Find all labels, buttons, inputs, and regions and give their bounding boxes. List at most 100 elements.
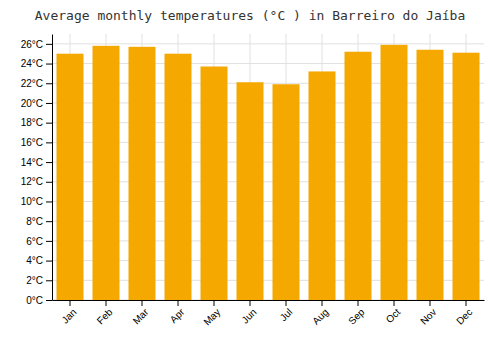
- x-tick-label: Jun: [239, 306, 258, 325]
- x-tick-label: Jan: [59, 306, 78, 325]
- x-tick-label: Apr: [168, 306, 187, 325]
- x-tick-label: Aug: [310, 306, 330, 326]
- y-tick-label: 4°C: [26, 255, 43, 266]
- y-tick-mark: [46, 64, 52, 65]
- y-tick-mark: [46, 201, 52, 202]
- y-tick-label: 8°C: [26, 216, 43, 227]
- x-tick-mark: [70, 300, 71, 306]
- x-tick: Apr: [168, 300, 187, 325]
- bar: [201, 67, 228, 300]
- y-tick-mark: [46, 221, 52, 222]
- x-tick-mark: [322, 300, 323, 306]
- x-tick-mark: [178, 300, 179, 306]
- y-tick-mark: [46, 280, 52, 281]
- y-tick: 24°C: [21, 58, 52, 69]
- y-tick-label: 14°C: [21, 157, 43, 168]
- y-tick-mark: [46, 142, 52, 143]
- y-tick-mark: [46, 300, 52, 301]
- x-tick-mark: [358, 300, 359, 306]
- x-tick: Sep: [346, 300, 367, 327]
- x-tick: Nov: [418, 300, 438, 327]
- bar: [93, 46, 120, 300]
- y-tick: 2°C: [26, 275, 52, 286]
- y-tick-label: 18°C: [21, 117, 43, 128]
- bar: [417, 50, 444, 300]
- grid-line-y: [52, 43, 484, 44]
- bar: [345, 52, 372, 300]
- bar: [381, 45, 408, 300]
- y-tick-mark: [46, 83, 52, 84]
- y-tick-mark: [46, 162, 52, 163]
- x-tick-label: Jul: [278, 306, 295, 323]
- x-tick-mark: [394, 300, 395, 306]
- x-tick-label: Feb: [95, 306, 115, 326]
- y-tick-mark: [46, 44, 52, 45]
- y-tick: 18°C: [21, 117, 52, 128]
- x-tick-mark: [250, 300, 251, 306]
- x-tick-label: Sep: [346, 306, 367, 327]
- bar: [309, 71, 336, 300]
- bar: [273, 84, 300, 300]
- title: Average monthly temperatures (°C ) in Ba…: [35, 8, 465, 23]
- y-tick-label: 0°C: [26, 295, 43, 306]
- grid: [52, 34, 484, 300]
- y-axis: 0°C 2°C 4°C 6°C 8°C 10°C 12°C 14°C 16°C 18°C 20°C 2…: [21, 35, 53, 306]
- x-tick: Jan: [59, 300, 78, 326]
- y-tick-label: 6°C: [26, 236, 43, 247]
- y-tick-label: 20°C: [21, 98, 43, 109]
- x-tick: Oct: [384, 300, 403, 325]
- y-tick-label: 16°C: [21, 137, 43, 148]
- x-tick-mark: [214, 300, 215, 306]
- bars: [57, 45, 480, 300]
- chart: Average monthly temperatures (°C ) in Ba…: [0, 0, 500, 350]
- x-tick: Jul: [278, 300, 295, 323]
- y-tick: 22°C: [21, 78, 52, 89]
- x-tick-label: Dec: [454, 306, 474, 326]
- x-axis-line: [53, 300, 485, 301]
- x-tick-mark: [286, 300, 287, 306]
- x-tick: Jun: [239, 300, 258, 326]
- y-tick: 12°C: [21, 176, 52, 187]
- y-tick-label: 12°C: [21, 176, 43, 187]
- x-tick-mark: [142, 300, 143, 306]
- x-tick: Mar: [131, 300, 151, 326]
- y-tick-label: 26°C: [21, 39, 43, 50]
- x-tick: Aug: [310, 300, 330, 327]
- y-tick: 20°C: [21, 98, 52, 109]
- plot: 0°C 2°C 4°C 6°C 8°C 10°C 12°C 14°C 16°C 18°C 20°C 2…: [21, 34, 485, 328]
- bar: [165, 54, 192, 300]
- x-tick-mark: [106, 300, 107, 306]
- y-tick-label: 24°C: [21, 58, 43, 69]
- y-tick-mark: [46, 261, 52, 262]
- y-tick-mark: [46, 241, 52, 242]
- y-tick: 4°C: [26, 255, 52, 266]
- x-tick-label: May: [201, 306, 222, 327]
- y-axis-line: [52, 35, 53, 301]
- x-tick-label: Mar: [131, 306, 151, 326]
- bar: [129, 47, 156, 300]
- y-tick-mark: [46, 123, 52, 124]
- y-tick: 0°C: [26, 295, 52, 306]
- y-tick-mark: [46, 103, 52, 104]
- bar: [453, 53, 480, 300]
- x-tick-mark: [466, 300, 467, 306]
- x-tick: May: [201, 300, 222, 328]
- y-tick: 14°C: [21, 157, 52, 168]
- y-tick: 26°C: [21, 39, 52, 50]
- y-tick: 8°C: [26, 216, 52, 227]
- bar: [237, 82, 264, 300]
- x-tick: Feb: [95, 300, 115, 326]
- y-tick-label: 10°C: [21, 196, 43, 207]
- y-tick: 6°C: [26, 236, 52, 247]
- y-tick: 10°C: [21, 196, 52, 207]
- bar: [57, 54, 84, 300]
- x-axis: Jan Feb Mar Apr May Jun Jul Aug Sep Oct Nov Dec: [53, 300, 485, 328]
- y-tick-label: 2°C: [26, 275, 43, 286]
- y-tick: 16°C: [21, 137, 52, 148]
- x-tick-mark: [430, 300, 431, 306]
- y-tick-mark: [46, 182, 52, 183]
- x-tick: Dec: [454, 300, 474, 327]
- y-tick-label: 22°C: [21, 78, 43, 89]
- x-tick-label: Oct: [384, 306, 403, 325]
- x-tick-label: Nov: [418, 306, 438, 326]
